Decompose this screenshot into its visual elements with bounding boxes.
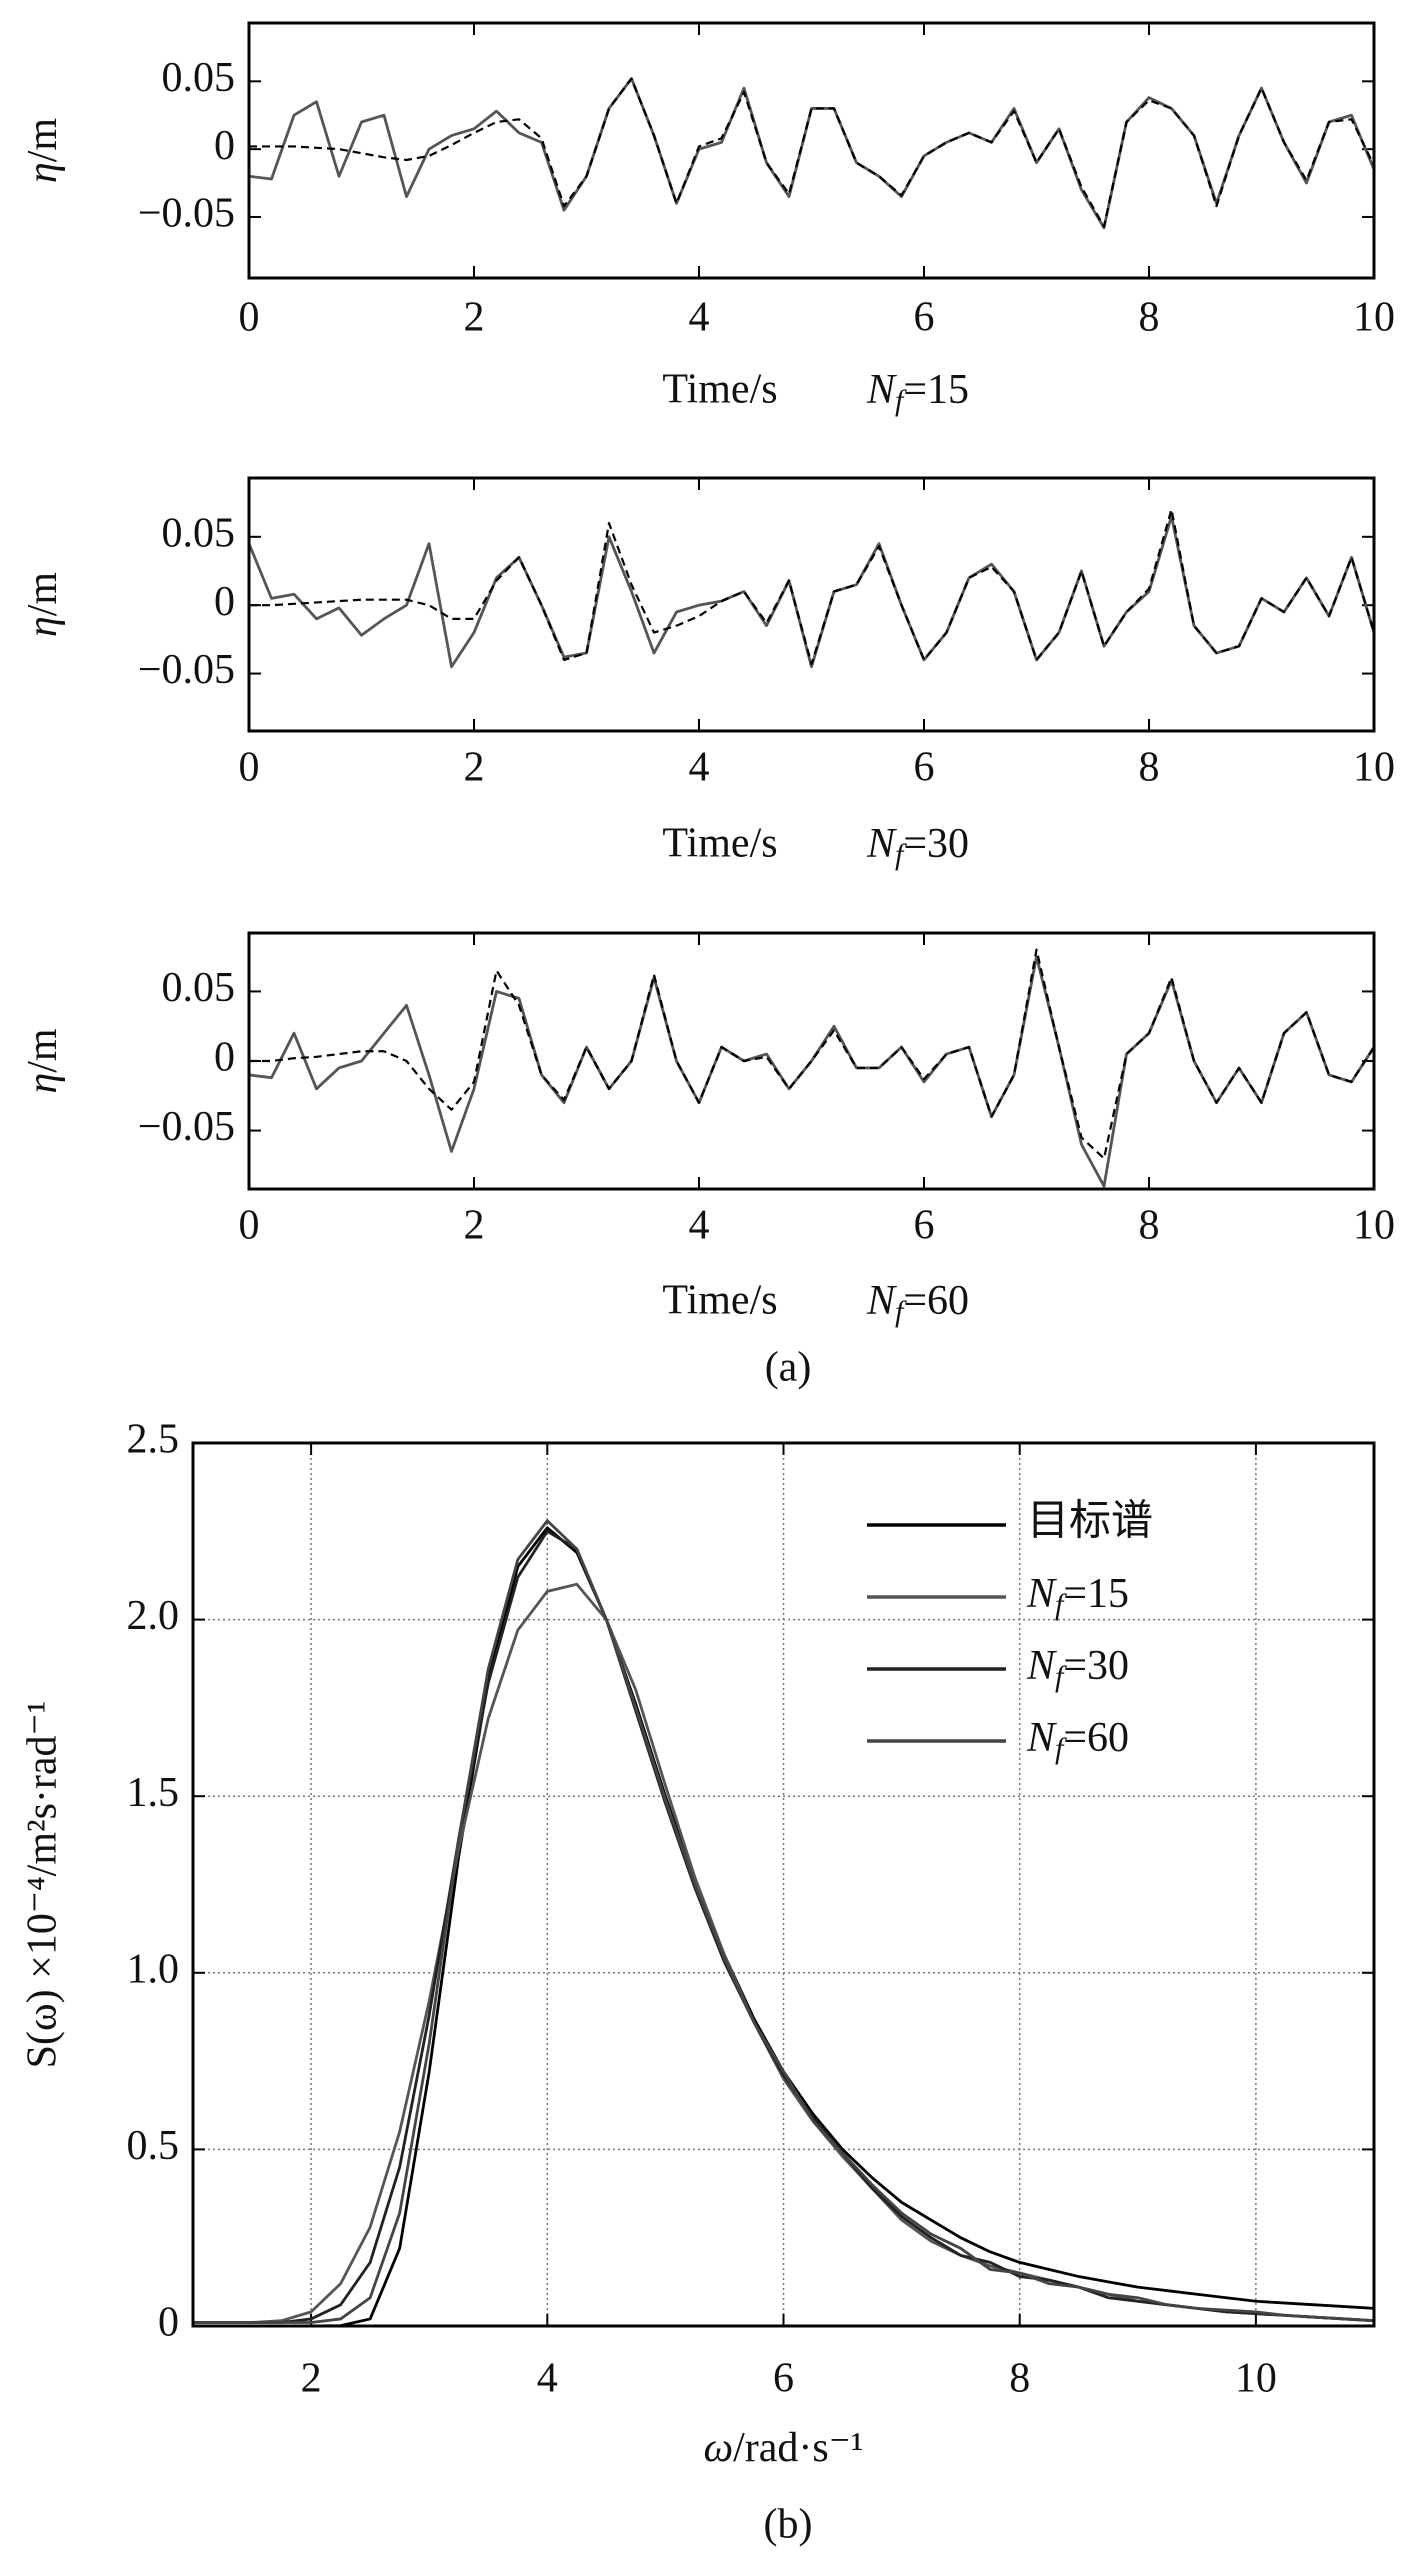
caption: (a) [765,1345,812,1391]
x-tick-label: 10 [1353,745,1395,791]
series-line [193,1519,1375,2324]
plot-frame [247,21,1376,280]
y-tick-label: 0.05 [162,965,236,1011]
y-axis-label: η/m [20,572,66,638]
x-axis-label: Time/s [662,1278,777,1324]
series-line [249,508,1376,666]
series-line [249,77,1375,228]
y-tick-label: 0 [214,579,235,625]
y-tick-label: 2.5 [127,1417,180,1463]
y-tick-label: 0 [214,1035,235,1081]
series-line [193,1526,1375,2328]
x-axis-label: Time/s [662,821,777,867]
y-tick-label: 0.5 [127,2123,180,2169]
legend-label: Nf=60 [1026,1715,1129,1765]
x-axis-note: Nf=30 [866,821,969,871]
y-tick-label: 0 [214,123,235,169]
x-tick-label: 8 [1139,1203,1160,1249]
caption: (b) [764,2502,813,2548]
x-tick-label: 4 [537,2356,558,2402]
series-line [248,955,1376,1188]
y-tick-label: 1.0 [127,1946,180,1992]
y-tick-label: 0.05 [162,510,236,556]
chart-panel: 0 0.5 1.0 1.5 2.0 2.5 2 4 6 8 10 ω/rad·s⁻¹ S(ω) ×10⁻… [20,1417,1376,2548]
x-tick-label: 8 [1009,2356,1030,2402]
x-tick-label: 10 [1353,1203,1395,1249]
y-tick-label: −0.05 [138,191,235,237]
y-tick-label: 1.5 [127,1770,180,1816]
x-tick-label: 2 [464,1203,485,1249]
x-tick-label: 6 [773,2356,794,2402]
y-axis-label: η/m [20,1028,66,1094]
y-tick-label: 2.0 [127,1593,180,1639]
y-axis-label: η/m [20,118,66,184]
chart-panel: −0.05 0 0.05 0 2 4 6 8 10 Time/s Nf=30 η/m [20,476,1395,871]
series-line [249,948,1375,1160]
y-tick-label: 0 [158,2300,179,2346]
x-tick-label: 4 [689,1203,710,1249]
chart-panel: −0.05 0 0.05 0 2 4 6 8 10 Time/s Nf=60 η/m (a) [20,931,1395,1391]
legend-label: Nf=30 [1026,1643,1129,1693]
x-axis-label: ω/rad·s⁻¹ [703,2425,863,2471]
x-axis-note: Nf=15 [866,367,969,417]
y-axis-label: S(ω) ×10⁻⁴/m²s·rad⁻¹ [20,1701,66,2069]
legend-label: Nf=15 [1026,1571,1129,1621]
x-tick-label: 8 [1139,295,1160,341]
y-tick-label: −0.05 [138,647,235,693]
x-tick-label: 2 [464,295,485,341]
y-tick-label: −0.05 [138,1104,235,1150]
series-line [248,77,1376,230]
series-line [247,514,1376,669]
x-tick-label: 6 [914,295,935,341]
x-axis-label: Time/s [662,367,777,413]
chart-panel: −0.05 0 0.05 0 2 4 6 8 10 Time/s Nf=15 η/m [20,21,1395,417]
x-tick-label: 4 [689,745,710,791]
x-tick-label: 6 [914,745,935,791]
plot-frame [247,931,1376,1191]
x-tick-label: 2 [464,745,485,791]
legend-label: 目标谱 [1027,1499,1153,1545]
x-tick-label: 2 [301,2356,322,2402]
x-tick-label: 0 [239,745,260,791]
x-tick-label: 6 [914,1203,935,1249]
x-tick-label: 8 [1139,745,1160,791]
x-tick-label: 4 [689,295,710,341]
plot-frame [191,1441,1376,2328]
x-tick-label: 10 [1353,295,1395,341]
x-tick-label: 0 [239,295,260,341]
y-tick-label: 0.05 [162,55,236,101]
x-tick-label: 10 [1235,2356,1277,2402]
plot-frame [247,476,1376,733]
x-tick-label: 0 [239,1203,260,1249]
x-axis-note: Nf=60 [866,1278,969,1328]
